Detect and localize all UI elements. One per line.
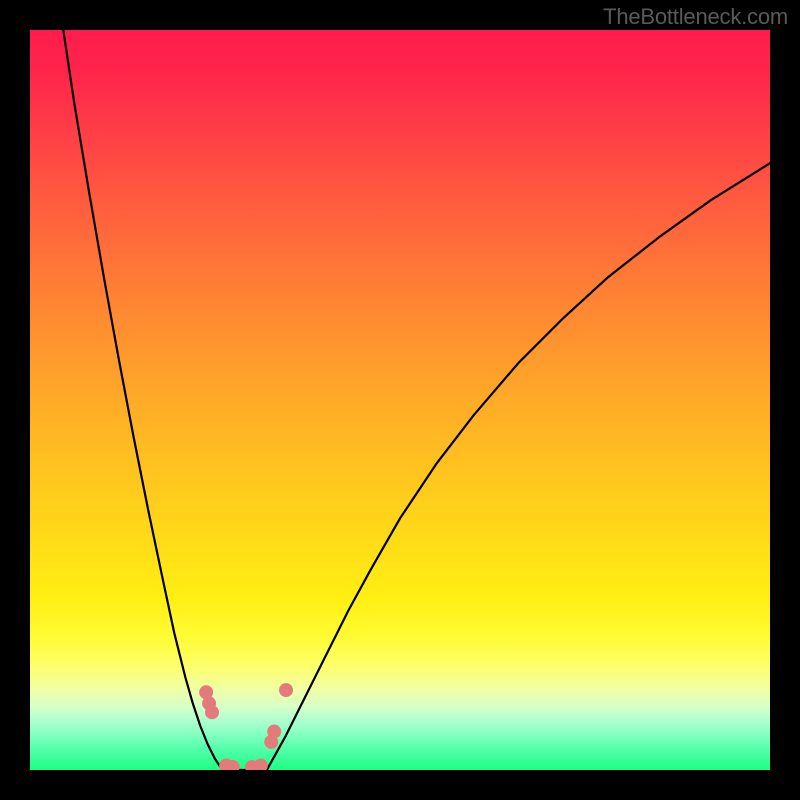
watermark-text: TheBottleneck.com	[603, 4, 788, 30]
outer-frame: TheBottleneck.com	[0, 0, 800, 800]
data-marker	[279, 683, 293, 697]
bottleneck-chart	[30, 30, 770, 770]
gradient-background	[30, 30, 770, 770]
data-marker	[267, 725, 281, 739]
plot-area	[30, 30, 770, 770]
data-marker	[205, 705, 219, 719]
